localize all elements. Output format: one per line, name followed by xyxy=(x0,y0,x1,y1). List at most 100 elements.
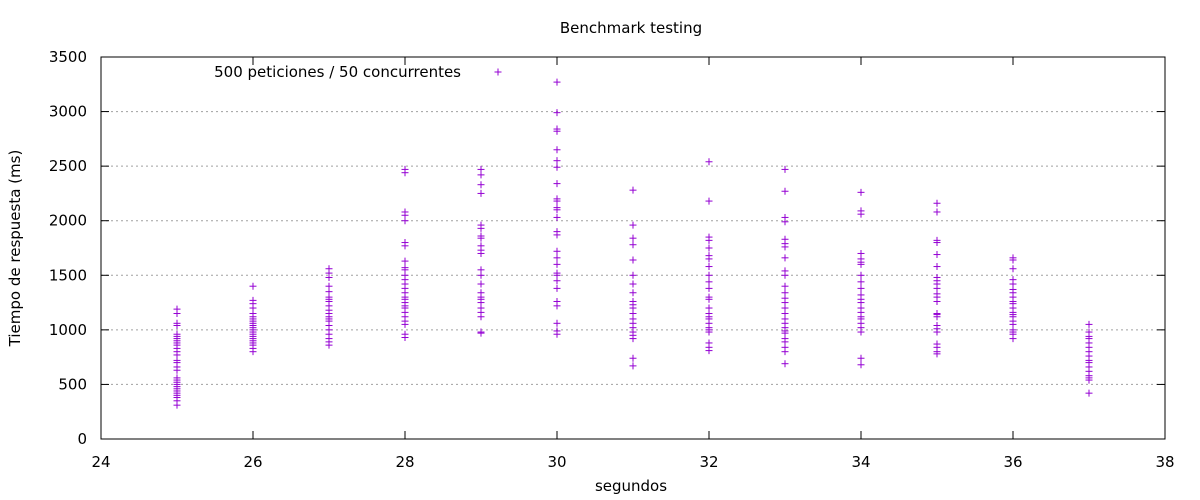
x-tick-label: 26 xyxy=(243,453,262,471)
data-point xyxy=(553,109,561,117)
data-point xyxy=(553,213,561,221)
data-point xyxy=(1085,320,1093,328)
data-point xyxy=(173,366,181,374)
data-point xyxy=(705,284,713,292)
data-point xyxy=(705,278,713,286)
data-point xyxy=(401,242,409,250)
data-point xyxy=(629,234,637,242)
data-point xyxy=(705,271,713,279)
data-point xyxy=(857,260,865,268)
data-point xyxy=(553,319,561,327)
data-point xyxy=(933,239,941,247)
data-point xyxy=(857,361,865,369)
data-point xyxy=(477,329,485,337)
y-tick-label: 3000 xyxy=(49,103,87,121)
data-point xyxy=(781,243,789,251)
data-point xyxy=(629,241,637,249)
data-point xyxy=(325,341,333,349)
data-point xyxy=(477,280,485,288)
data-point xyxy=(553,146,561,154)
data-point xyxy=(1009,335,1017,343)
y-tick-label: 3500 xyxy=(49,48,87,66)
y-tick-label: 0 xyxy=(77,430,87,448)
data-point xyxy=(477,181,485,189)
data-point xyxy=(1009,256,1017,264)
x-tick-label: 24 xyxy=(91,453,110,471)
data-point xyxy=(857,284,865,292)
data-point xyxy=(553,78,561,86)
data-point xyxy=(857,188,865,196)
x-tick-label: 34 xyxy=(851,453,870,471)
data-point xyxy=(857,210,865,218)
chart-title: Benchmark testing xyxy=(560,19,702,37)
data-point xyxy=(553,163,561,171)
data-point xyxy=(629,221,637,229)
data-point xyxy=(1085,376,1093,384)
data-point xyxy=(553,260,561,268)
data-point xyxy=(857,271,865,279)
x-tick-label: 36 xyxy=(1003,453,1022,471)
data-point xyxy=(477,249,485,257)
plot-frame xyxy=(100,56,1166,440)
data-point xyxy=(629,280,637,288)
data-point xyxy=(325,273,333,281)
data-point xyxy=(705,328,713,336)
data-point xyxy=(933,297,941,305)
x-tick-label: 28 xyxy=(395,453,414,471)
data-point xyxy=(173,401,181,409)
data-point xyxy=(553,330,561,338)
data-point xyxy=(933,328,941,336)
data-point xyxy=(705,255,713,263)
data-point xyxy=(933,208,941,216)
legend-marker xyxy=(494,68,502,76)
data-point xyxy=(553,127,561,135)
data-point xyxy=(629,335,637,343)
data-point xyxy=(553,284,561,292)
data-point xyxy=(249,282,257,290)
data-point xyxy=(781,360,789,368)
data-point xyxy=(401,320,409,328)
data-point xyxy=(173,321,181,329)
data-point xyxy=(933,199,941,207)
data-point xyxy=(933,313,941,321)
legend: 500 peticiones / 50 concurrentes xyxy=(214,63,502,81)
data-point xyxy=(629,186,637,194)
data-point xyxy=(629,354,637,362)
data-point xyxy=(477,224,485,232)
data-point xyxy=(477,171,485,179)
data-point xyxy=(553,197,561,205)
data-point xyxy=(553,157,561,165)
data-point xyxy=(477,313,485,321)
data-point xyxy=(401,217,409,225)
x-tick-label: 32 xyxy=(699,453,718,471)
data-point xyxy=(857,328,865,336)
data-point xyxy=(553,247,561,255)
data-point xyxy=(705,295,713,303)
data-point xyxy=(933,350,941,358)
data-point xyxy=(705,263,713,271)
data-point xyxy=(553,254,561,262)
y-tick-label: 2500 xyxy=(49,157,87,175)
data-point xyxy=(705,244,713,252)
data-point xyxy=(401,169,409,177)
data-point xyxy=(401,257,409,265)
data-point xyxy=(781,165,789,173)
data-point xyxy=(705,236,713,244)
data-point xyxy=(477,271,485,279)
data-point xyxy=(553,180,561,188)
y-axis-label: Tiempo de respuesta (ms) xyxy=(6,150,24,348)
data-point xyxy=(705,347,713,355)
data-point xyxy=(933,263,941,271)
data-point xyxy=(781,282,789,290)
y-tick-label: 1500 xyxy=(49,266,87,284)
y-tick-label: 2000 xyxy=(49,212,87,230)
data-point xyxy=(781,187,789,195)
legend-marker-symbol xyxy=(494,68,502,76)
data-point xyxy=(781,348,789,356)
data-point xyxy=(629,271,637,279)
data-point xyxy=(629,362,637,370)
data-point xyxy=(781,271,789,279)
y-tick-label: 500 xyxy=(58,375,87,393)
data-point xyxy=(553,231,561,239)
